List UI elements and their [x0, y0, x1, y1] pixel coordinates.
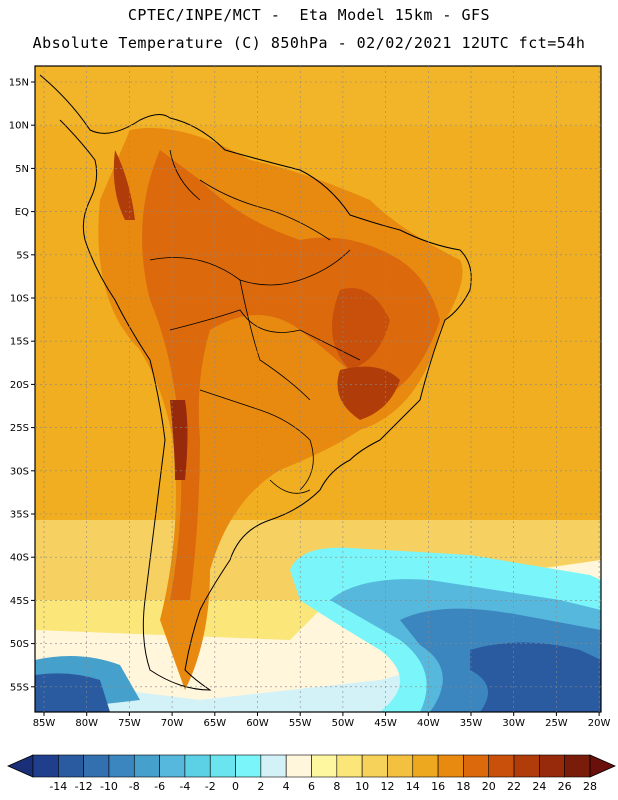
legend-swatch — [437, 754, 464, 778]
lon-label: 75W — [118, 718, 141, 729]
legend-tick: 16 — [431, 780, 445, 793]
lat-label: 5N — [15, 164, 29, 175]
legend-swatch — [361, 754, 388, 778]
lat-label: 35S — [10, 510, 29, 521]
legend-tick: 10 — [355, 780, 369, 793]
country-borders — [149, 149, 361, 494]
legend-tick: 14 — [406, 780, 420, 793]
legend-swatch — [539, 754, 565, 778]
lat-label: 10S — [10, 294, 29, 305]
legend-tick: 20 — [482, 780, 496, 793]
legend-tick-labels: -14 -12 -10 -8 -6 -4 -2 0 2 4 6 8 10 12 14 16 18 20 22 24 26… — [49, 780, 597, 793]
legend-swatch — [260, 754, 287, 778]
lat-label: 45S — [10, 596, 29, 607]
latitude-labels: 15N 10N 5N EQ 5S 10S 15S 20S 25S 30S 35S 40S 45S 50S 5… — [9, 78, 35, 693]
lat-label: EQ — [15, 207, 29, 218]
lat-label: 40S — [10, 553, 29, 564]
lat-label: 15N — [9, 78, 29, 89]
legend-tick: -4 — [179, 780, 190, 793]
legend-tick: 26 — [558, 780, 572, 793]
legend-swatch — [32, 754, 59, 778]
legend-tick: -14 — [49, 780, 67, 793]
legend-tick: -8 — [129, 780, 140, 793]
legend-tick: -2 — [205, 780, 216, 793]
legend-swatch — [513, 754, 540, 778]
legend-tick: 2 — [257, 780, 264, 793]
legend-swatch — [311, 754, 338, 778]
lat-label: 50S — [10, 639, 29, 650]
legend-swatch — [209, 754, 236, 778]
legend-under-arrow — [7, 754, 34, 778]
legend-swatch — [159, 754, 186, 778]
lon-label: 85W — [33, 718, 56, 729]
map-title: CPTEC/INPE/MCT - Eta Model 15km - GFS — [127, 6, 491, 24]
legend-tick: 4 — [283, 780, 290, 793]
legend-tick: 0 — [232, 780, 239, 793]
lat-label: 15S — [10, 337, 29, 348]
lon-label: 50W — [332, 718, 355, 729]
legend-tick: 18 — [456, 780, 470, 793]
lat-label: 55S — [10, 682, 29, 693]
legend-swatch — [108, 754, 135, 778]
legend-tick: 6 — [308, 780, 315, 793]
lon-label: 55W — [289, 718, 312, 729]
legend-tick: 22 — [507, 780, 521, 793]
longitude-labels: 85W 80W 75W 70W 65W 60W 55W 50W 45W 40W 35W 30W 25W 2… — [33, 712, 611, 729]
lon-label: 80W — [75, 718, 98, 729]
lon-label: 65W — [203, 718, 226, 729]
legend-swatch — [336, 754, 363, 778]
lon-label: 70W — [161, 718, 184, 729]
lon-label: 60W — [246, 718, 269, 729]
lat-label: 30S — [10, 466, 29, 477]
lon-label: 45W — [374, 718, 397, 729]
legend-tick: -12 — [75, 780, 93, 793]
legend-over-arrow — [589, 754, 616, 778]
grid-lines — [35, 66, 601, 712]
lat-label: 20S — [10, 380, 29, 391]
color-legend — [7, 754, 616, 778]
legend-swatch — [83, 754, 110, 778]
legend-swatch — [488, 754, 515, 778]
legend-swatch — [285, 754, 312, 778]
legend-tick: -6 — [154, 780, 165, 793]
legend-tick: 24 — [532, 780, 546, 793]
legend-tick: 8 — [333, 780, 340, 793]
lon-label: 25W — [545, 718, 568, 729]
legend-swatch — [133, 754, 160, 778]
lon-label: 20W — [588, 718, 611, 729]
temperature-field — [35, 66, 601, 712]
lon-label: 40W — [417, 718, 440, 729]
lat-label: 10N — [9, 121, 29, 132]
legend-tick: 28 — [583, 780, 597, 793]
legend-swatch — [463, 754, 490, 778]
legend-swatch — [58, 754, 84, 778]
legend-tick: 12 — [380, 780, 394, 793]
lat-label: 25S — [10, 423, 29, 434]
lon-label: 30W — [502, 718, 525, 729]
lon-label: 35W — [460, 718, 483, 729]
legend-swatch — [412, 754, 439, 778]
legend-swatch — [564, 754, 591, 778]
legend-swatch — [387, 754, 414, 778]
legend-swatch — [235, 754, 262, 778]
lat-label: 5S — [16, 250, 29, 261]
map-subtitle: Absolute Temperature (C) 850hPa - 02/02/… — [32, 34, 586, 52]
legend-tick: -10 — [100, 780, 118, 793]
legend-swatch — [184, 754, 211, 778]
